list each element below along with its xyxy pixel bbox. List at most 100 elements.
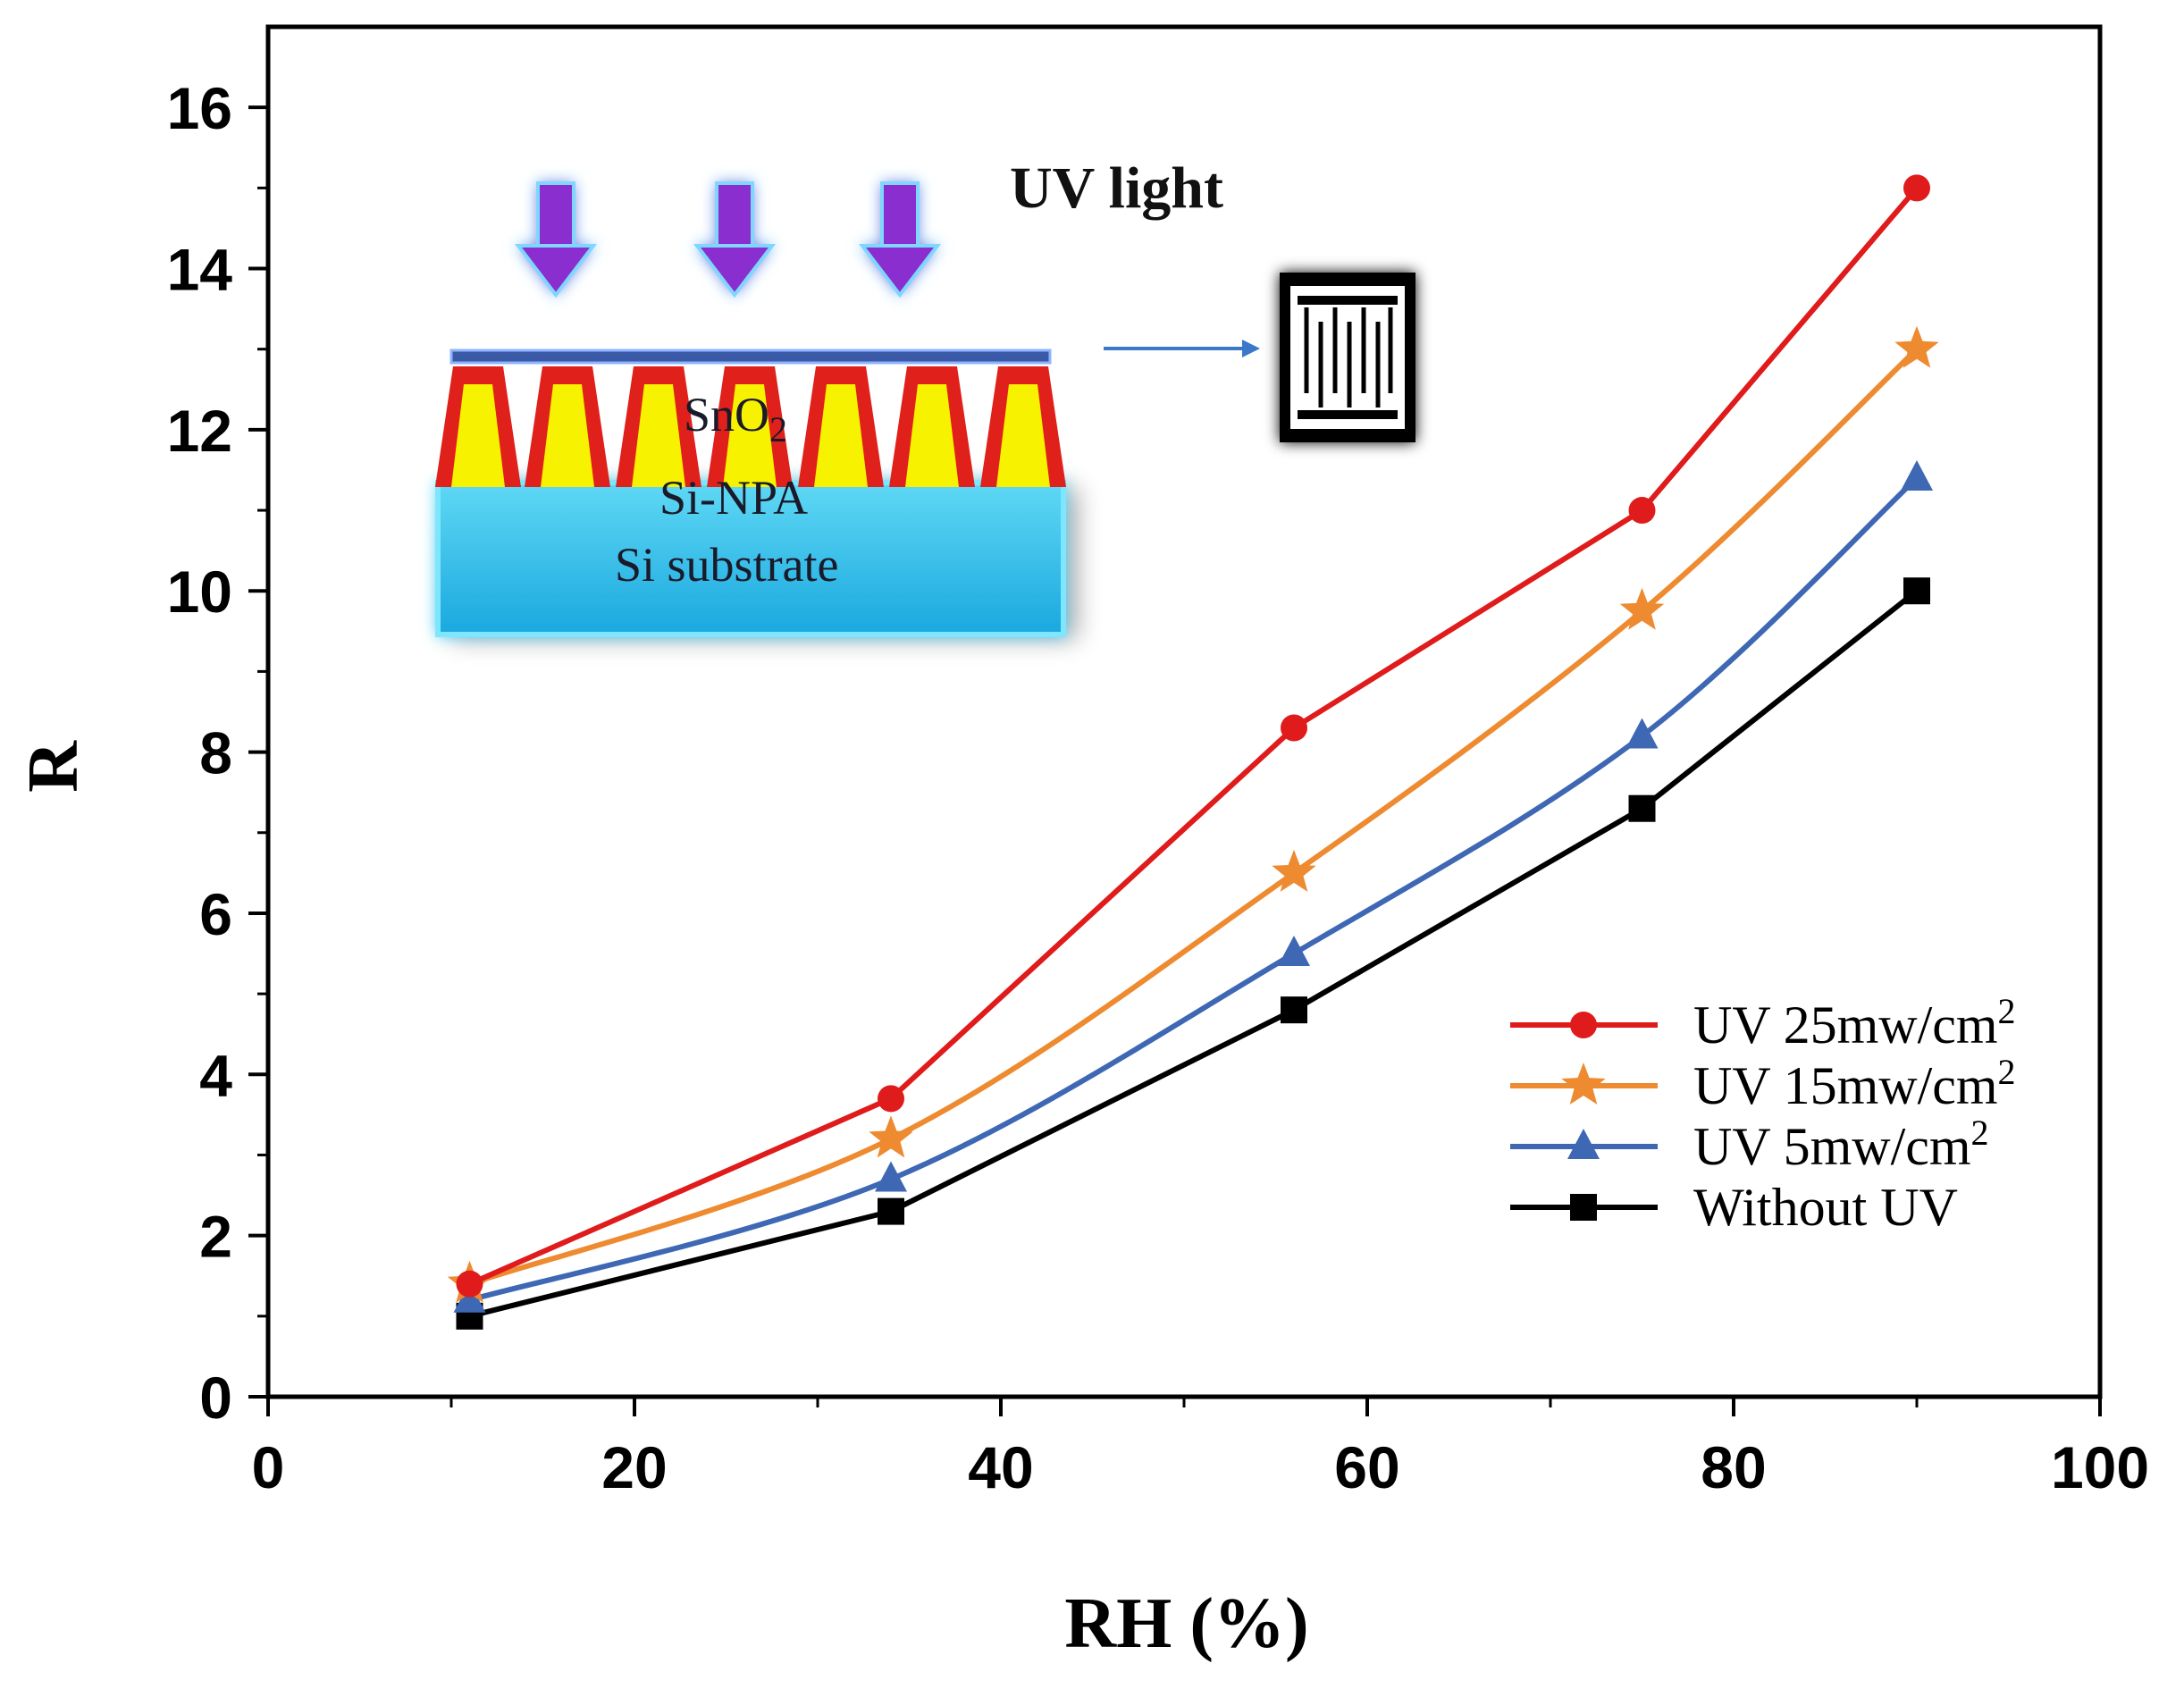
y-tick-label: 4 [199,1042,232,1108]
data-point [878,1197,904,1225]
sno2-label: SnO2 [684,388,787,449]
series-0 [456,174,1930,1298]
x-tick-label: 40 [968,1434,1033,1500]
x-tick-label: 80 [1701,1434,1766,1500]
pillar-core [451,384,505,487]
y-tick-label: 10 [167,559,232,625]
data-point [1628,497,1656,525]
si-substrate-block [435,480,1066,637]
y-tick-label: 16 [167,75,232,141]
pillar [889,366,975,487]
legend-label-text: UV 15mw/cm [1693,1056,1998,1115]
data-point [1619,587,1665,630]
uv-arrow-icon [514,181,598,298]
data-point [1278,936,1310,967]
pillar-core [632,384,685,487]
pillar-core [814,384,868,487]
data-point [1894,325,1939,368]
legend-label: UV 15mw/cm2 [1693,1052,2016,1115]
data-point [875,1161,907,1192]
data-point [1628,794,1656,822]
pillar [798,366,884,487]
data-point [1625,718,1659,749]
uv-arrow-icon [693,181,777,298]
legend-marker [1567,1129,1600,1159]
data-point [878,1085,904,1113]
pillar-core [905,384,959,487]
legend-label: UV 25mw/cm2 [1693,991,2016,1054]
interdigital-electrode-icon [1280,273,1415,442]
axis-ticks [248,105,2102,1416]
pillar [616,366,701,487]
pillar-core [723,384,777,487]
x-tick-label: 0 [252,1434,285,1500]
data-point [456,1270,483,1298]
data-point [1281,714,1307,742]
uv-arrow-shaft [715,181,754,252]
uv-arrow-icon [858,181,942,298]
series-3 [456,577,1930,1330]
legend-marker [1570,1194,1597,1221]
legend-label-text: UV 25mw/cm [1693,996,1998,1054]
inset-pointer-arrowhead [1242,340,1260,357]
uv-arrow-head [514,244,598,298]
pillar-core [996,384,1050,487]
legend-label-superscript: 2 [1998,1052,2016,1092]
legend-label: UV 5mw/cm2 [1693,1113,1989,1176]
series-2 [453,459,1933,1313]
data-point [1903,577,1930,605]
legend-label-text: UV 5mw/cm [1693,1117,1971,1176]
sinpa-pillars [435,366,1066,487]
series-layer [447,174,1939,1330]
uv-light-label: UV light [1010,155,1223,221]
x-tick-label: 60 [1334,1434,1399,1500]
data-point [869,1115,913,1158]
data-point [453,1281,486,1313]
pillar [707,366,793,487]
y-axis-title: R [14,740,93,793]
inset-schematic: UV light SnO2 Si-NPA Si substrate [435,155,1415,639]
legend-entry: UV 25mw/cm2 [1510,991,2016,1054]
y-tick-label: 6 [199,881,232,947]
sno2-label-text: SnO [684,388,769,441]
legend-label-superscript: 2 [1971,1113,1989,1153]
x-tick-label: 20 [601,1434,667,1500]
sno2-label-subscript: 2 [769,409,787,449]
x-tick-label: 100 [2051,1434,2149,1500]
x-axis-title: RH (%) [1064,1584,1308,1663]
data-point [1281,996,1307,1024]
data-point [1901,459,1933,491]
pillar [525,366,610,487]
sno2-film-layer [449,349,1052,365]
data-point [1272,849,1316,892]
y-tick-label: 0 [199,1365,232,1431]
legend-label-text: Without UV [1693,1178,1958,1237]
legend-entry: UV 15mw/cm2 [1510,1052,2016,1115]
uv-arrow-shaft [536,181,575,252]
pillar [980,366,1066,487]
uv-arrows [514,181,942,298]
data-point [1903,174,1930,202]
uv-arrow-shaft [880,181,920,252]
legend-marker [1561,1063,1606,1105]
device-icon-fingers [1304,307,1393,407]
legend-entry: Without UV [1510,1178,1958,1237]
y-tick-label: 2 [199,1204,232,1270]
sinpa-label: Si-NPA [659,471,808,525]
legend-entry: UV 5mw/cm2 [1510,1113,1989,1176]
uv-arrow-head [693,244,777,298]
legend-marker [1570,1012,1597,1038]
legend-label: Without UV [1693,1178,1958,1237]
pillar-core [541,384,594,487]
uv-arrow-head [858,244,942,298]
legend-label-superscript: 2 [1998,991,2016,1031]
y-tick-label: 12 [167,398,232,464]
device-icon-pads [1298,296,1398,419]
y-tick-label: 8 [199,720,232,786]
tick-labels: 0 20 40 60 80 100 0 2 4 6 8 10 12 14 16 [167,75,2149,1500]
pillar [435,366,521,487]
si-substrate-label: Si substrate [615,538,839,592]
